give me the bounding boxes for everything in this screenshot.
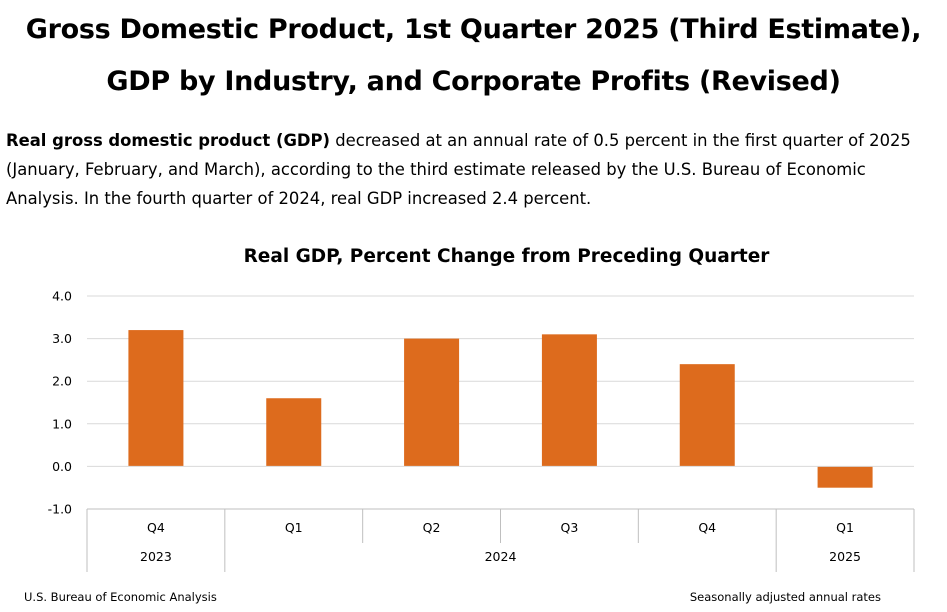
y-tick-label: 1.0	[52, 416, 72, 431]
x-tick-label: Q1	[285, 520, 303, 535]
y-tick-label: 0.0	[52, 459, 72, 474]
x-tick-label: Q3	[561, 520, 579, 535]
rates-note: Seasonally adjusted annual rates	[689, 590, 881, 604]
x-tick-label: Q2	[423, 520, 441, 535]
year-label: 2024	[485, 549, 517, 564]
summary-text: decreased at an annual rate of 0.5 perce…	[6, 131, 911, 208]
source-note: U.S. Bureau of Economic Analysis	[24, 590, 217, 604]
summary-paragraph: Real gross domestic product (GDP) decrea…	[6, 126, 936, 213]
chart-title: Real GDP, Percent Change from Preceding …	[244, 246, 771, 267]
bar	[679, 364, 735, 467]
bar	[404, 338, 460, 467]
y-tick-label: 2.0	[52, 374, 72, 389]
summary-bold-lead: Real gross domestic product (GDP)	[6, 131, 331, 150]
page-title: Gross Domestic Product, 1st Quarter 2025…	[0, 4, 947, 108]
bar	[266, 398, 322, 467]
year-label: 2025	[829, 549, 861, 564]
y-tick-label: 3.0	[52, 331, 72, 346]
headline-line-1: Gross Domestic Product, 1st Quarter 2025…	[25, 14, 922, 45]
y-tick-label: 4.0	[52, 289, 72, 304]
bar	[541, 334, 597, 467]
x-tick-label: Q4	[147, 520, 165, 535]
bar	[128, 330, 184, 467]
headline-line-2: GDP by Industry, and Corporate Profits (…	[106, 66, 841, 97]
x-tick-label: Q4	[698, 520, 716, 535]
x-tick-label: Q1	[836, 520, 854, 535]
bar	[817, 466, 873, 488]
year-label: 2023	[140, 549, 172, 564]
gdp-bar-chart: Real GDP, Percent Change from Preceding …	[48, 246, 915, 572]
y-tick-label: -1.0	[48, 502, 72, 517]
